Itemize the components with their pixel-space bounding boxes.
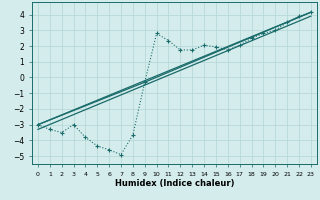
X-axis label: Humidex (Indice chaleur): Humidex (Indice chaleur) (115, 179, 234, 188)
